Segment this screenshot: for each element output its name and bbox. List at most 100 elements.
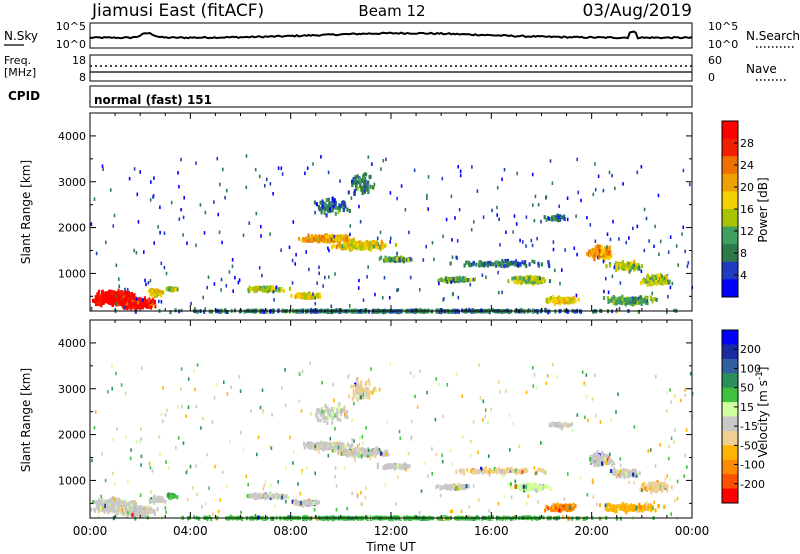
range-cell bbox=[302, 500, 305, 505]
range-cell bbox=[537, 276, 540, 281]
range-cell bbox=[167, 492, 170, 497]
range-cell bbox=[646, 282, 649, 287]
range-cell bbox=[352, 176, 355, 181]
range-cell bbox=[522, 240, 524, 244]
range-cell bbox=[328, 275, 330, 279]
range-cell bbox=[349, 232, 351, 237]
range-cell bbox=[651, 274, 654, 279]
nave-label: Nave bbox=[746, 62, 777, 76]
range-cell bbox=[608, 255, 611, 260]
range-cell bbox=[609, 237, 612, 242]
range-cell bbox=[257, 286, 260, 291]
range-cell bbox=[614, 186, 616, 191]
range-cell bbox=[364, 241, 367, 246]
range-cell bbox=[145, 282, 147, 287]
range-cell bbox=[367, 265, 369, 269]
range-cell bbox=[144, 299, 147, 304]
range-cell bbox=[548, 279, 552, 284]
range-cell bbox=[564, 248, 566, 252]
range-cell bbox=[144, 509, 147, 514]
range-cell bbox=[314, 237, 318, 242]
range-cell bbox=[344, 242, 347, 247]
range-cell bbox=[577, 190, 579, 195]
range-cell bbox=[199, 203, 202, 207]
range-cell bbox=[547, 260, 550, 264]
range-cell bbox=[566, 196, 569, 200]
noise-panel: N.Sky 10^5 10^0 10^5 10^0 N.Search bbox=[4, 20, 800, 51]
range-cell bbox=[112, 501, 115, 506]
range-cell bbox=[330, 245, 333, 250]
range-cell bbox=[159, 205, 161, 210]
range-cell bbox=[148, 496, 151, 501]
range-cell bbox=[629, 261, 633, 266]
range-cell bbox=[372, 244, 375, 249]
range-cell bbox=[654, 224, 656, 229]
range-cell bbox=[319, 200, 322, 205]
range-cell bbox=[360, 178, 363, 183]
range-cell bbox=[353, 191, 356, 196]
range-cell bbox=[602, 296, 606, 300]
range-cell bbox=[333, 234, 336, 239]
range-cell bbox=[321, 199, 324, 204]
range-cell bbox=[495, 309, 498, 314]
range-cell bbox=[666, 310, 668, 314]
range-cell bbox=[334, 272, 336, 276]
range-cell bbox=[122, 292, 125, 296]
range-cell bbox=[491, 208, 493, 213]
range-cell bbox=[301, 503, 304, 508]
range-cell bbox=[604, 253, 607, 257]
range-cell bbox=[347, 190, 350, 195]
range-cell bbox=[338, 207, 341, 212]
range-cell bbox=[371, 162, 373, 166]
range-cell bbox=[269, 285, 272, 290]
range-cell bbox=[314, 210, 316, 215]
range-cell bbox=[308, 267, 310, 272]
range-cell bbox=[362, 190, 364, 194]
range-cell bbox=[440, 308, 443, 313]
range-cell bbox=[204, 307, 207, 311]
range-cell bbox=[288, 245, 291, 250]
range-cell bbox=[176, 495, 179, 500]
range-cell bbox=[565, 299, 568, 304]
range-cell bbox=[305, 238, 308, 243]
range-cell bbox=[280, 166, 283, 171]
range-cell bbox=[640, 302, 643, 306]
range-cell bbox=[174, 287, 177, 292]
range-cell bbox=[128, 506, 131, 511]
range-cell bbox=[109, 498, 112, 503]
range-cell bbox=[158, 299, 160, 304]
range-cell bbox=[496, 205, 498, 210]
range-cell bbox=[105, 240, 107, 245]
range-cell bbox=[133, 167, 136, 171]
range-cell bbox=[318, 309, 321, 314]
range-cell bbox=[557, 215, 560, 219]
range-cell bbox=[160, 300, 163, 304]
range-cell bbox=[153, 500, 156, 505]
range-cell bbox=[317, 443, 320, 448]
range-cell bbox=[156, 498, 159, 502]
range-cell bbox=[507, 279, 510, 284]
range-cell bbox=[602, 249, 606, 254]
range-cell bbox=[639, 295, 643, 300]
range-cell bbox=[96, 292, 99, 297]
range-cell bbox=[615, 268, 618, 273]
range-cell bbox=[182, 233, 184, 237]
range-cell bbox=[105, 292, 108, 296]
range-cell bbox=[384, 243, 387, 248]
range-cell bbox=[322, 238, 325, 243]
range-cell bbox=[342, 241, 346, 246]
range-cell bbox=[317, 445, 320, 450]
range-cell bbox=[111, 302, 114, 307]
range-cell bbox=[469, 278, 472, 283]
range-cell bbox=[247, 289, 250, 294]
range-cell bbox=[97, 509, 100, 514]
range-cell bbox=[641, 297, 644, 302]
range-cell bbox=[168, 495, 171, 500]
range-cell bbox=[451, 255, 454, 259]
range-cell bbox=[574, 299, 577, 304]
range-cell bbox=[606, 253, 609, 258]
range-cell bbox=[357, 245, 360, 250]
range-cell bbox=[400, 256, 403, 261]
range-cell bbox=[156, 507, 159, 512]
range-cell bbox=[537, 261, 540, 266]
